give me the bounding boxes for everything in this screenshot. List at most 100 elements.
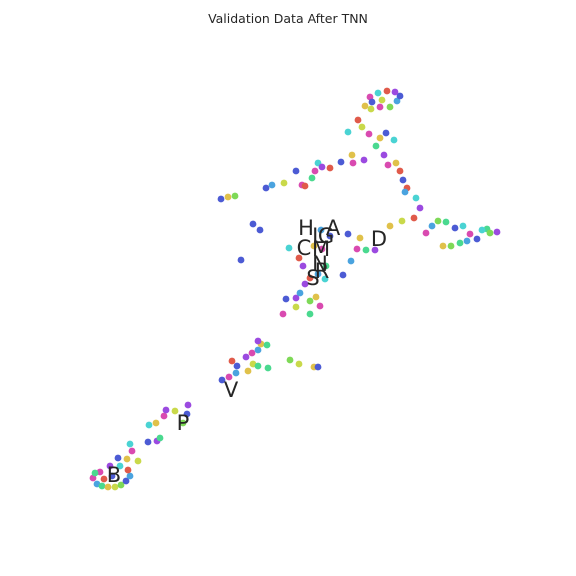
scatter-point bbox=[228, 357, 236, 365]
scatter-point bbox=[242, 353, 250, 361]
scatter-point bbox=[376, 103, 384, 111]
scatter-point bbox=[280, 179, 288, 187]
scatter-point bbox=[384, 161, 392, 169]
scatter-point bbox=[310, 242, 318, 250]
scatter-point bbox=[249, 220, 257, 228]
scatter-point bbox=[264, 364, 272, 372]
scatter-point bbox=[218, 376, 226, 384]
scatter-point bbox=[292, 294, 300, 302]
scatter-point bbox=[416, 204, 424, 212]
scatter-point bbox=[124, 466, 132, 474]
scatter-point bbox=[156, 434, 164, 442]
scatter-point bbox=[412, 194, 420, 202]
scatter-point bbox=[160, 412, 168, 420]
cluster-label-g: G bbox=[318, 224, 334, 248]
scatter-point bbox=[486, 229, 494, 237]
scatter-point bbox=[356, 234, 364, 242]
cluster-label-c: C bbox=[297, 236, 312, 260]
cluster-label-r: R bbox=[315, 259, 330, 283]
scatter-point bbox=[301, 280, 309, 288]
scatter-point bbox=[398, 217, 406, 225]
scatter-point bbox=[473, 235, 481, 243]
scatter-point bbox=[123, 455, 131, 463]
scatter-point bbox=[244, 367, 252, 375]
scatter-point bbox=[314, 363, 322, 371]
scatter-point bbox=[317, 226, 325, 234]
scatter-point bbox=[383, 87, 391, 95]
scatter-point bbox=[237, 256, 245, 264]
scatter-point bbox=[116, 462, 124, 470]
scatter-point bbox=[126, 472, 134, 480]
scatter-point bbox=[254, 346, 262, 354]
scatter-point bbox=[399, 176, 407, 184]
scatter-point bbox=[401, 188, 409, 196]
scatter-point bbox=[367, 105, 375, 113]
scatter-point bbox=[295, 254, 303, 262]
scatter-point bbox=[392, 159, 400, 167]
scatter-point bbox=[347, 257, 355, 265]
scatter-point bbox=[434, 217, 442, 225]
scatter-point bbox=[126, 440, 134, 448]
scatter-point bbox=[382, 129, 390, 137]
scatter-point bbox=[301, 182, 309, 190]
scatter-point bbox=[380, 151, 388, 159]
scatter-point bbox=[232, 369, 240, 377]
cluster-label-h: H bbox=[298, 216, 314, 240]
cluster-label-d: D bbox=[371, 227, 387, 251]
scatter-point bbox=[391, 88, 399, 96]
scatter-point bbox=[308, 174, 316, 182]
scatter-point bbox=[386, 222, 394, 230]
cluster-label-n: N bbox=[312, 252, 328, 276]
scatter-point bbox=[353, 245, 361, 253]
cluster-label-m: M bbox=[312, 237, 330, 261]
scatter-point bbox=[316, 302, 324, 310]
scatter-point bbox=[292, 303, 300, 311]
scatter-point bbox=[344, 230, 352, 238]
scatter-point bbox=[162, 406, 170, 414]
scatter-point bbox=[386, 103, 394, 111]
cluster-label-p: P bbox=[177, 411, 190, 435]
scatter-point bbox=[378, 96, 386, 104]
scatter-point bbox=[358, 123, 366, 131]
scatter-point bbox=[451, 224, 459, 232]
scatter-point bbox=[282, 295, 290, 303]
scatter-point bbox=[145, 421, 153, 429]
scatter-point bbox=[314, 270, 322, 278]
scatter-point bbox=[122, 477, 130, 485]
scatter-point bbox=[312, 293, 320, 301]
scatter-point bbox=[268, 181, 276, 189]
scatter-points bbox=[89, 87, 501, 491]
scatter-point bbox=[106, 462, 114, 470]
scatter-point bbox=[292, 167, 300, 175]
cluster-label-a: A bbox=[326, 216, 341, 240]
scatter-point bbox=[256, 226, 264, 234]
scatter-point bbox=[321, 275, 329, 283]
scatter-point bbox=[348, 151, 356, 159]
scatter-point bbox=[456, 239, 464, 247]
scatter-point bbox=[326, 232, 334, 240]
scatter-point bbox=[344, 128, 352, 136]
scatter-point bbox=[466, 230, 474, 238]
scatter-point bbox=[179, 419, 187, 427]
scatter-point bbox=[285, 244, 293, 252]
scatter-point bbox=[390, 136, 398, 144]
scatter-point bbox=[349, 159, 357, 167]
scatter-point bbox=[217, 195, 225, 203]
scatter-point bbox=[396, 167, 404, 175]
scatter-point bbox=[428, 222, 436, 230]
scatter-point bbox=[361, 102, 369, 110]
scatter-point bbox=[108, 472, 116, 480]
cluster-label-s: S bbox=[306, 266, 319, 290]
scatter-point bbox=[447, 242, 455, 250]
scatter-point bbox=[459, 222, 467, 230]
scatter-point bbox=[478, 226, 486, 234]
scatter-point bbox=[225, 373, 233, 381]
scatter-point bbox=[493, 228, 501, 236]
scatter-point bbox=[111, 483, 119, 491]
scatter-point bbox=[306, 310, 314, 318]
scatter-point bbox=[224, 193, 232, 201]
scatter-point bbox=[372, 142, 380, 150]
scatter-point bbox=[365, 130, 373, 138]
